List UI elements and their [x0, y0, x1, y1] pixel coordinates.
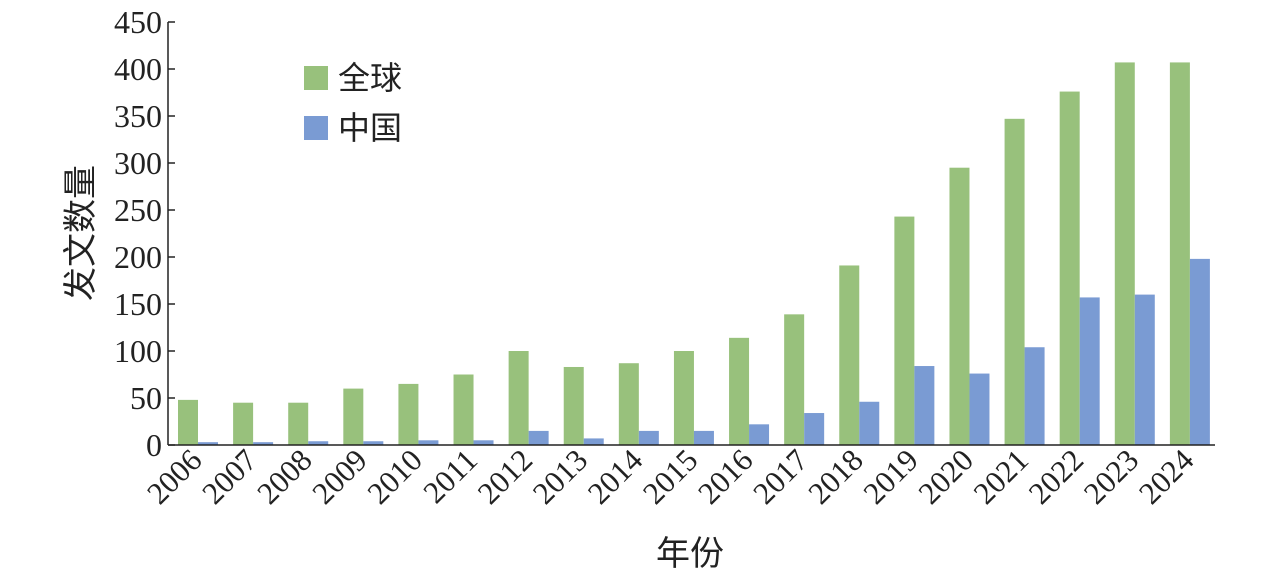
bar — [839, 265, 860, 445]
x-tick-label: 2022 — [1022, 442, 1091, 511]
bar — [859, 401, 880, 445]
x-tick-label: 2023 — [1077, 442, 1146, 511]
y-tick-label: 300 — [114, 145, 162, 181]
bar — [914, 366, 935, 445]
bar — [253, 442, 274, 445]
bar — [894, 216, 915, 445]
y-tick-label: 150 — [114, 286, 162, 322]
y-tick-label: 100 — [114, 333, 162, 369]
x-tick-label: 2009 — [305, 442, 374, 511]
bar — [969, 373, 990, 445]
x-tick-label: 2015 — [636, 442, 705, 511]
x-tick-label: 2007 — [195, 442, 264, 511]
bar — [418, 440, 439, 445]
bar — [178, 399, 198, 445]
bar — [528, 430, 549, 445]
y-tick-label: 200 — [114, 239, 162, 275]
x-tick-label: 2011 — [416, 442, 484, 510]
bar — [1169, 62, 1190, 446]
y-tick-label: 0 — [146, 427, 162, 463]
bar — [563, 366, 584, 445]
y-axis-label: 发文数量 — [62, 165, 100, 301]
bar — [1114, 62, 1135, 446]
bar — [198, 442, 218, 445]
x-tick-label: 2008 — [250, 442, 319, 511]
x-tick-label: 2019 — [856, 442, 925, 511]
bar — [749, 424, 770, 445]
x-tick-label: 2014 — [581, 442, 650, 511]
x-tick-label: 2016 — [691, 442, 760, 511]
x-tick-label: 2021 — [966, 442, 1035, 511]
bar — [729, 337, 750, 445]
bar — [784, 314, 805, 445]
bar — [673, 351, 694, 445]
x-tick-label: 2013 — [526, 442, 595, 511]
x-tick-label: 2010 — [360, 442, 429, 511]
x-tick-label: 2012 — [471, 442, 540, 511]
bar — [1024, 347, 1045, 445]
bar — [233, 402, 254, 445]
x-tick-label: 2018 — [801, 442, 870, 511]
legend-label: 中国 — [338, 110, 402, 146]
bar — [288, 402, 309, 445]
x-tick-label: 2024 — [1132, 442, 1201, 511]
y-tick-label: 400 — [114, 51, 162, 87]
y-tick-label: 450 — [114, 4, 162, 40]
bar — [398, 383, 419, 445]
x-tick-label: 2020 — [911, 442, 980, 511]
legend-swatch — [304, 66, 328, 90]
bar — [473, 440, 494, 445]
y-tick-label: 250 — [114, 192, 162, 228]
bar — [1189, 258, 1210, 445]
bar — [804, 413, 825, 445]
y-tick-label: 350 — [114, 98, 162, 134]
bar — [583, 438, 604, 445]
bar — [1059, 91, 1080, 445]
bar — [1004, 118, 1025, 445]
legend-swatch — [304, 116, 328, 140]
bar — [508, 351, 529, 445]
bar — [453, 374, 474, 445]
bar — [618, 363, 639, 445]
bar — [1134, 294, 1155, 445]
y-tick-label: 50 — [130, 380, 162, 416]
bar — [638, 430, 659, 445]
legend-label: 全球 — [338, 60, 402, 96]
bar — [949, 167, 970, 445]
bar — [1079, 297, 1100, 445]
x-tick-label: 2017 — [746, 442, 815, 511]
bar — [308, 441, 329, 445]
x-axis-label: 年份 — [656, 535, 724, 573]
bar — [363, 441, 384, 445]
bar — [693, 430, 714, 445]
bar — [343, 388, 364, 445]
